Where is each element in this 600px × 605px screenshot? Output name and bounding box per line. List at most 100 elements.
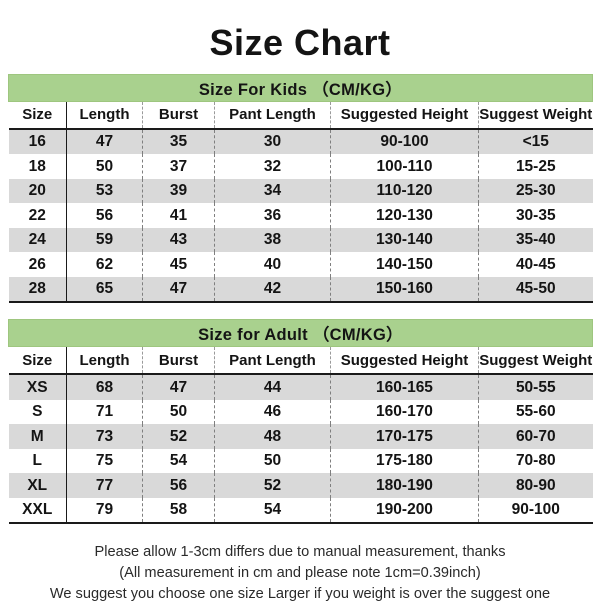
table-row: L 75 54 50 175-180 70-80: [8, 448, 593, 474]
cell-size: 24: [8, 227, 67, 253]
cell-suggest-weight: 60-70: [478, 424, 593, 449]
cell-pant-length: 54: [214, 497, 331, 525]
cell-suggest-weight: 55-60: [478, 399, 593, 425]
cell-suggest-weight: 90-100: [478, 497, 593, 525]
cell-suggested-height: 180-190: [330, 473, 479, 498]
kids-table-head: Size For Kids （CM/KG） Size Length Burst …: [7, 73, 594, 130]
cell-size: M: [8, 424, 67, 449]
adult-table-head: Size for Adult （CM/KG） Size Length Burst…: [7, 319, 594, 376]
col-header-pant-length: Pant Length: [214, 101, 331, 130]
cell-pant-length: 46: [214, 399, 331, 425]
cell-size: 16: [8, 128, 67, 155]
cell-length: 71: [66, 399, 143, 425]
cell-pant-length: 32: [214, 154, 331, 179]
cell-suggest-weight: 40-45: [478, 252, 593, 277]
cell-suggested-height: 130-140: [330, 227, 479, 253]
table-row: 26 62 45 40 140-150 40-45: [8, 252, 593, 277]
cell-burst: 37: [142, 154, 215, 179]
cell-pant-length: 30: [214, 128, 331, 155]
cell-burst: 58: [142, 497, 215, 525]
cell-suggested-height: 150-160: [330, 276, 479, 304]
cell-suggested-height: 170-175: [330, 424, 479, 449]
cell-suggested-height: 160-170: [330, 399, 479, 425]
cell-burst: 52: [142, 424, 215, 449]
col-header-burst: Burst: [142, 346, 215, 376]
col-header-length: Length: [66, 346, 143, 376]
cell-length: 53: [66, 178, 143, 204]
cell-burst: 41: [142, 203, 215, 228]
table-row: XXL 79 58 54 190-200 90-100: [8, 497, 593, 525]
cell-length: 77: [66, 473, 143, 498]
cell-suggest-weight: 45-50: [478, 276, 593, 304]
cell-suggested-height: 90-100: [330, 128, 479, 155]
cell-suggested-height: 120-130: [330, 203, 479, 228]
kids-table-wrapper: Size For Kids （CM/KG） Size Length Burst …: [7, 73, 594, 304]
cell-size: 28: [8, 276, 67, 304]
cell-suggest-weight: 50-55: [478, 374, 593, 400]
cell-burst: 56: [142, 473, 215, 498]
note-line-unit-conversion: (All measurement in cm and please note 1…: [119, 565, 481, 582]
cell-size: L: [8, 448, 67, 474]
adult-band-label: Size for Adult （CM/KG）: [7, 319, 594, 348]
cell-length: 59: [66, 227, 143, 253]
page-title: Size Chart: [209, 22, 391, 63]
cell-suggest-weight: 80-90: [478, 473, 593, 498]
col-header-suggested-height: Suggested Height: [330, 346, 479, 376]
adult-band-row: Size for Adult （CM/KG）: [7, 319, 594, 348]
cell-suggest-weight: 30-35: [478, 203, 593, 228]
table-row: 20 53 39 34 110-120 25-30: [8, 178, 593, 204]
cell-suggested-height: 160-165: [330, 374, 479, 400]
cell-burst: 54: [142, 448, 215, 474]
cell-size: 22: [8, 203, 67, 228]
adult-size-table: Size for Adult （CM/KG） Size Length Burst…: [7, 319, 594, 525]
col-header-length: Length: [66, 101, 143, 130]
cell-suggested-height: 140-150: [330, 252, 479, 277]
kids-table-body: 16 47 35 30 90-100 <15 18 50 37 32 100-1…: [8, 128, 593, 304]
cell-length: 73: [66, 424, 143, 449]
cell-pant-length: 36: [214, 203, 331, 228]
cell-pant-length: 42: [214, 276, 331, 304]
adult-table-wrapper: Size for Adult （CM/KG） Size Length Burst…: [7, 319, 594, 525]
table-row: 22 56 41 36 120-130 30-35: [8, 203, 593, 228]
table-row: S 71 50 46 160-170 55-60: [8, 399, 593, 425]
cell-suggested-height: 175-180: [330, 448, 479, 474]
col-header-pant-length: Pant Length: [214, 346, 331, 376]
cell-pant-length: 50: [214, 448, 331, 474]
cell-size: 20: [8, 178, 67, 204]
col-header-suggested-height: Suggested Height: [330, 101, 479, 130]
table-row: 28 65 47 42 150-160 45-50: [8, 276, 593, 304]
cell-length: 75: [66, 448, 143, 474]
cell-pant-length: 34: [214, 178, 331, 204]
cell-size: 26: [8, 252, 67, 277]
table-row: XS 68 47 44 160-165 50-55: [8, 374, 593, 400]
cell-burst: 45: [142, 252, 215, 277]
cell-pant-length: 44: [214, 374, 331, 400]
footer-notes: Please allow 1-3cm differs due to manual…: [0, 524, 600, 605]
cell-length: 56: [66, 203, 143, 228]
kids-band-row: Size For Kids （CM/KG）: [7, 73, 594, 102]
adult-column-header-row: Size Length Burst Pant Length Suggested …: [8, 346, 593, 376]
kids-band-label: Size For Kids （CM/KG）: [7, 73, 594, 102]
cell-pant-length: 40: [214, 252, 331, 277]
col-header-suggest-weight: Suggest Weight: [478, 346, 593, 376]
cell-suggested-height: 190-200: [330, 497, 479, 525]
table-row: 18 50 37 32 100-110 15-25: [8, 154, 593, 179]
kids-column-header-row: Size Length Burst Pant Length Suggested …: [8, 101, 593, 130]
table-row: 24 59 43 38 130-140 35-40: [8, 227, 593, 253]
cell-suggest-weight: 25-30: [478, 178, 593, 204]
cell-burst: 50: [142, 399, 215, 425]
table-row: 16 47 35 30 90-100 <15: [8, 128, 593, 155]
cell-size: XL: [8, 473, 67, 498]
cell-size: XS: [8, 374, 67, 400]
cell-size: S: [8, 399, 67, 425]
cell-burst: 43: [142, 227, 215, 253]
col-header-burst: Burst: [142, 101, 215, 130]
cell-suggest-weight: 15-25: [478, 154, 593, 179]
col-header-size: Size: [8, 346, 67, 376]
cell-suggest-weight: <15: [478, 128, 593, 155]
table-row: M 73 52 48 170-175 60-70: [8, 424, 593, 449]
cell-pant-length: 52: [214, 473, 331, 498]
cell-burst: 47: [142, 374, 215, 400]
adult-table-body: XS 68 47 44 160-165 50-55 S 71 50 46 160…: [8, 374, 593, 525]
